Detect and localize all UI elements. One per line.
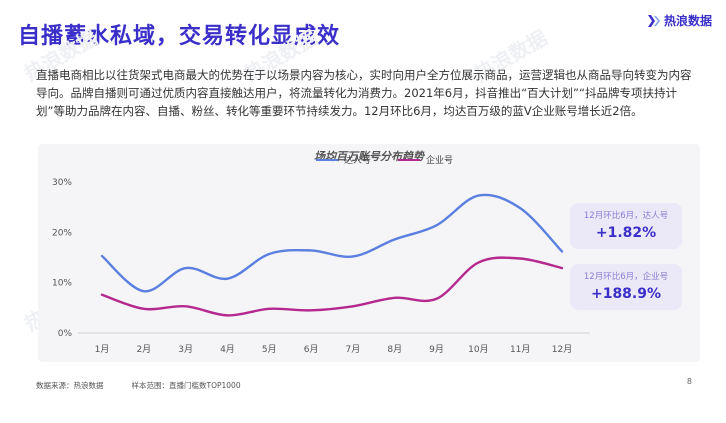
x-tick-label: 8月 [387, 344, 402, 355]
data-point [226, 277, 228, 279]
data-point [268, 253, 270, 255]
data-point [143, 290, 145, 292]
data-point [519, 207, 521, 209]
x-tick-label: 7月 [346, 344, 361, 355]
legend-swatch-enterprise [398, 158, 420, 161]
callout-talent: 12月环比6月，达人号 +1.82% [570, 203, 682, 249]
chart-panel: 场均百万账号分布趋势 达人号 企业号 [38, 144, 700, 362]
legend-swatch-talent [316, 158, 338, 161]
legend-label-talent: 达人号 [344, 156, 372, 166]
data-point [477, 261, 479, 263]
data-point [310, 249, 312, 251]
legend-item-talent: 达人号 [316, 153, 371, 166]
legend-item-enterprise: 企业号 [398, 153, 453, 166]
x-tick-label: 9月 [429, 344, 444, 355]
data-point [184, 267, 186, 269]
data-point [394, 297, 396, 299]
data-point [352, 305, 354, 307]
data-point [561, 250, 563, 252]
x-tick-label: 10月 [468, 344, 488, 355]
data-point [101, 294, 103, 296]
data-point [394, 238, 396, 240]
data-point [310, 309, 312, 311]
callout-enterprise-value: +188.9% [590, 286, 662, 302]
sample-range: 样本范围：直播门槛数TOP1000 [131, 381, 241, 390]
x-tick-label: 1月 [95, 344, 110, 355]
data-point [519, 257, 521, 259]
data-point [101, 255, 103, 257]
x-tick-label: 5月 [262, 344, 277, 355]
callout-enterprise-label: 12月环比6月，企业号 [583, 272, 669, 282]
legend-label-enterprise: 企业号 [426, 156, 454, 166]
data-point [352, 255, 354, 257]
series-line-talent [100, 193, 564, 293]
data-point [226, 314, 228, 316]
x-tick-label: 4月 [220, 344, 235, 355]
x-tick-label: 6月 [304, 344, 319, 355]
data-point [268, 308, 270, 310]
series-line-enterprise [100, 256, 564, 317]
callout-talent-value: +1.82% [595, 225, 657, 241]
chart-title: 场均百万账号分布趋势 [314, 150, 424, 163]
x-tick-label: 3月 [178, 344, 193, 355]
data-point [561, 267, 563, 269]
footer: 数据来源：热浪数据 样本范围：直播门槛数TOP1000 [36, 380, 241, 391]
data-point [184, 305, 186, 307]
y-tick-label: 10% [52, 279, 72, 289]
page-number: 8 [686, 377, 692, 386]
data-point [143, 308, 145, 310]
callout-talent-label: 12月环比6月，达人号 [583, 211, 669, 221]
brand-name: 热浪数据 [663, 14, 712, 28]
callout-enterprise: 12月环比6月，企业号 +188.9% [570, 264, 682, 310]
data-point [435, 298, 437, 300]
page-title: 自播蓄水私域，交易转化显成效 [18, 24, 341, 49]
x-tick-label: 2月 [136, 344, 151, 355]
data-point [477, 194, 479, 196]
y-tick-label: 30% [52, 178, 72, 188]
y-tick-label: 20% [52, 228, 72, 238]
brand-logo: 热浪数据 [645, 12, 712, 29]
data-point [435, 224, 437, 226]
y-tick-label: 0% [58, 329, 73, 339]
x-tick-label: 12月 [552, 344, 572, 355]
x-tick-label: 11月 [510, 344, 530, 355]
brand-logo-icon [647, 14, 660, 27]
intro-paragraph: 直播电商相比以往货架式电商最大的优势在于以场景内容为核心，实时向用户全方位展示商… [36, 68, 692, 118]
data-source: 数据来源：热浪数据 [36, 381, 104, 390]
